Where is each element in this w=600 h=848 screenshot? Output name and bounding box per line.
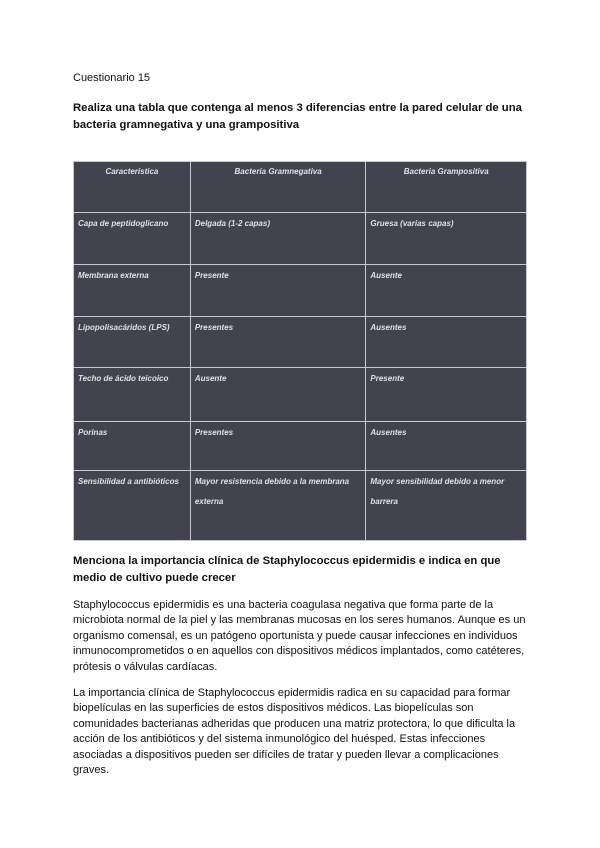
cell: Delgada (1-2 capas) (189, 212, 367, 265)
cell: Ausentes (365, 316, 527, 368)
cell: Ausente (365, 264, 527, 317)
cell: Lipopolisacáridos (LPS) (73, 316, 191, 368)
cell: Presentes (189, 421, 367, 471)
table-row: Porinas Presentes Ausentes (73, 421, 527, 471)
table-header-row: Característica Bacteria Gramnegativa Bac… (73, 161, 527, 213)
table-row: Capa de peptidoglicano Delgada (1-2 capas… (73, 212, 527, 265)
table-row: Techo de ácido teicoico Ausente Presente (73, 367, 527, 422)
cell: Gruesa (varias capas) (365, 212, 527, 265)
cell: Ausentes (365, 421, 527, 471)
table-row: Lipopolisacáridos (LPS) Presentes Ausentes (73, 316, 527, 368)
table-row: Sensibilidad a antibióticos Mayor resiste… (73, 470, 527, 541)
cell: Mayor sensibilidad debido a menor barrer… (365, 470, 527, 541)
paragraph-1: Staphylococcus epidermidis es una bacter… (73, 599, 526, 673)
header-caracteristica: Característica (73, 161, 191, 213)
cell: Membrana externa (73, 264, 191, 317)
header-gramnegativa: Bacteria Gramnegativa (189, 161, 367, 213)
cell: Presente (189, 264, 367, 317)
document-title: Cuestionario 15 (73, 72, 151, 84)
question-2: Menciona la importancia clínica de Staph… (73, 555, 501, 584)
cell: Ausente (189, 367, 367, 422)
comparison-table: Característica Bacteria Gramnegativa Bac… (73, 161, 527, 541)
header-grampositiva: Bacteria Grampositiva (365, 161, 527, 213)
cell: Presente (365, 367, 527, 422)
cell: Capa de peptidoglicano (73, 212, 191, 265)
cell: Porinas (73, 421, 191, 471)
question-1: Realiza una tabla que contenga al menos … (73, 102, 522, 131)
cell: Presentes (189, 316, 367, 368)
cell: Techo de ácido teicoico (73, 367, 191, 422)
cell: Mayor resistencia debido a la membrana e… (189, 470, 367, 541)
cell: Sensibilidad a antibióticos (73, 470, 191, 541)
table-row: Membrana externa Presente Ausente (73, 264, 527, 317)
paragraph-2: La importancia clínica de Staphylococcus… (73, 687, 516, 777)
